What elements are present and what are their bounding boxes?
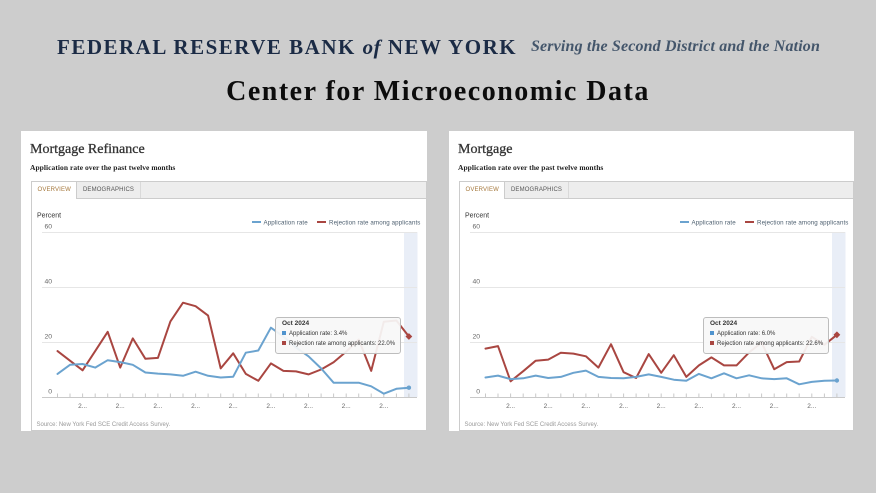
svg-text:2...: 2...: [116, 403, 125, 410]
svg-text:Application rate: Application rate: [692, 220, 737, 227]
svg-text:2...: 2...: [379, 403, 388, 410]
svg-text:2...: 2...: [732, 403, 741, 410]
svg-text:Rejection rate among applicant: Rejection rate among applicants: [329, 220, 421, 227]
svg-text:2...: 2...: [544, 403, 553, 410]
svg-text:Percent: Percent: [465, 213, 489, 220]
svg-text:2...: 2...: [657, 403, 666, 410]
svg-text:2...: 2...: [78, 403, 87, 410]
svg-text:2...: 2...: [581, 403, 590, 410]
svg-text:0: 0: [48, 389, 52, 396]
svg-text:20: 20: [44, 334, 52, 341]
svg-text:Rejection rate among applicant: Rejection rate among applicants: [757, 220, 849, 227]
svg-text:0: 0: [476, 389, 480, 396]
svg-text:2...: 2...: [619, 403, 628, 410]
svg-text:Percent: Percent: [37, 213, 61, 220]
svg-text:2...: 2...: [191, 403, 200, 410]
svg-text:20: 20: [472, 334, 480, 341]
svg-text:2...: 2...: [807, 403, 816, 410]
svg-text:2...: 2...: [770, 403, 779, 410]
svg-text:2...: 2...: [694, 403, 703, 410]
svg-text:60: 60: [472, 224, 480, 231]
svg-text:60: 60: [44, 224, 52, 231]
svg-text:40: 40: [472, 279, 480, 286]
svg-text:Application rate: Application rate: [264, 220, 309, 227]
svg-text:2...: 2...: [266, 403, 275, 410]
svg-text:2...: 2...: [304, 403, 313, 410]
svg-text:2...: 2...: [153, 403, 162, 410]
svg-text:2...: 2...: [506, 403, 515, 410]
svg-text:2...: 2...: [342, 403, 351, 410]
svg-text:2...: 2...: [229, 403, 238, 410]
svg-text:40: 40: [44, 279, 52, 286]
